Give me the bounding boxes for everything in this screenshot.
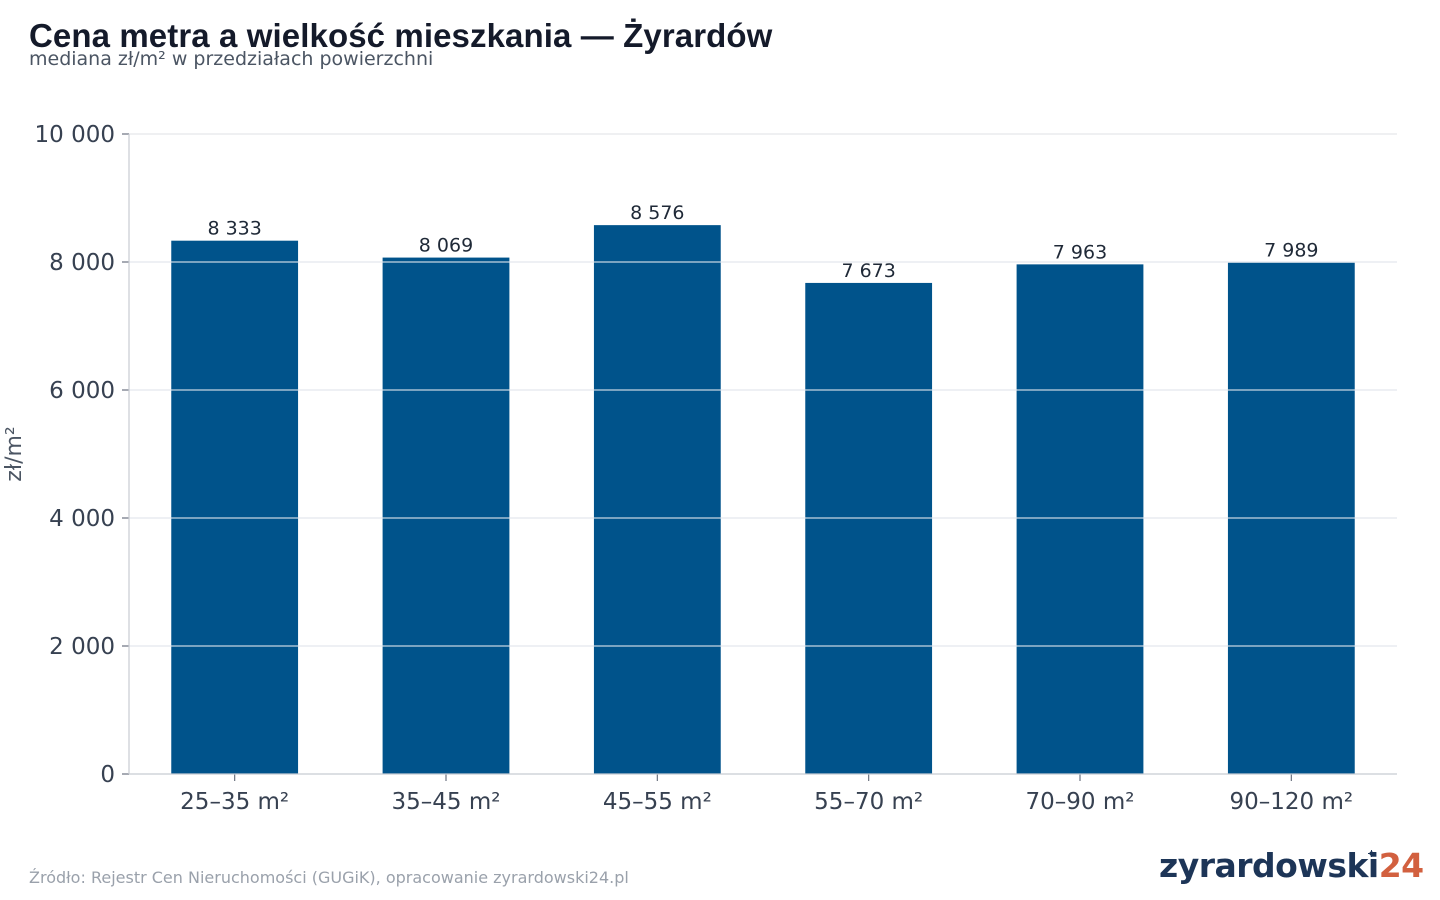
y-tick-label: 6 000 (49, 378, 115, 404)
x-tick-label: 45–55 m² (603, 789, 712, 815)
bar-value-label: 8 333 (207, 218, 261, 240)
bars (171, 225, 1355, 775)
y-tick-label: 0 (100, 762, 115, 788)
brand-logo: zyrardowski24 (1159, 846, 1424, 885)
labels: 0 2 000 4 000 6 000 8 000 10 000 8 333 25–35 m²… (2, 122, 1353, 815)
chart-title: Cena metra a wielkość mieszkania — Żyrar… (29, 17, 773, 54)
gridlines-over-bars (129, 261, 1397, 647)
x-tick-label: 55–70 m² (814, 789, 923, 815)
brand-logo-main: zyrardowski (1159, 846, 1379, 885)
bar-value-label: 8 069 (419, 235, 473, 257)
brand-logo-accent: 24 (1378, 846, 1424, 885)
bar (593, 225, 721, 775)
logo-star-icon (1368, 850, 1375, 857)
y-tick-label: 10 000 (35, 122, 115, 148)
x-tick-label: 25–35 m² (180, 789, 289, 815)
bar (171, 240, 299, 775)
chart-subtitle: mediana zł/m² w przedziałach powierzchni (29, 48, 434, 70)
y-axis-label: zł/m² (2, 426, 27, 481)
y-tick-label: 2 000 (49, 634, 115, 660)
bar-value-label: 8 576 (630, 202, 684, 224)
source-note: Źródło: Rejestr Cen Nieruchomości (GUGiK… (29, 868, 629, 887)
bar-value-label: 7 989 (1264, 240, 1318, 262)
bar (382, 257, 510, 775)
y-tick-label: 4 000 (49, 506, 115, 532)
bar (805, 282, 933, 774)
bar-value-label: 7 673 (841, 260, 895, 282)
x-tick-label: 70–90 m² (1026, 789, 1135, 815)
y-tick-label: 8 000 (49, 250, 115, 276)
bar (1016, 264, 1144, 774)
x-tick-label: 35–45 m² (392, 789, 501, 815)
axes (122, 133, 1397, 781)
bar-value-label: 7 963 (1053, 241, 1107, 263)
x-tick-label: 90–120 m² (1230, 789, 1354, 815)
